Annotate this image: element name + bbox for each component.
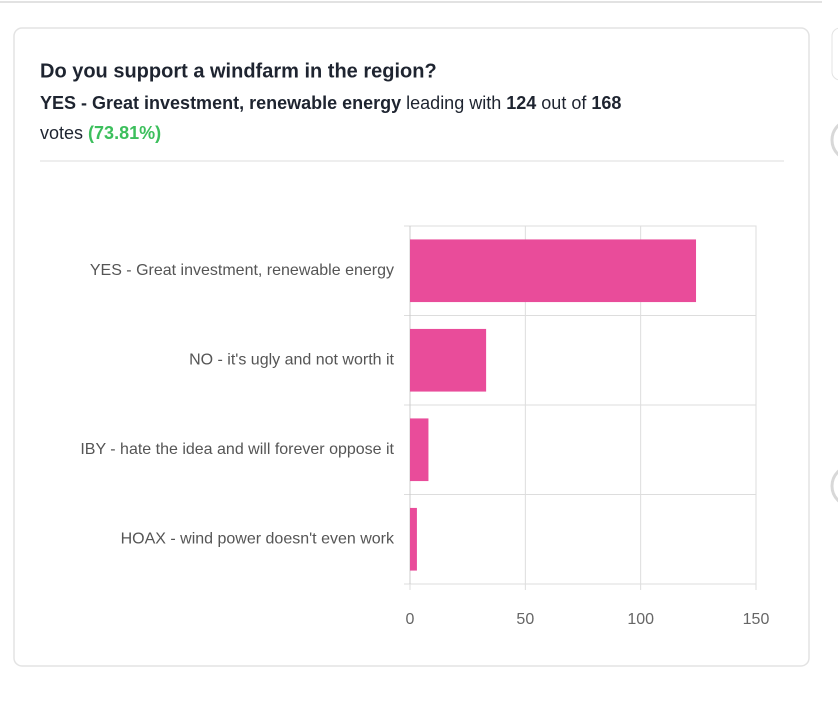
y-tick-label: HOAX - wind power doesn't even work [121,530,395,547]
poll-summary: YES - Great investment, renewable energy… [40,93,621,113]
y-tick-label: YES - Great investment, renewable energy [90,262,394,279]
side-card [831,27,838,81]
x-tick-label: 50 [516,611,534,628]
summary-text: votes [40,123,83,143]
leader-name: YES - Great investment, renewable energy [40,93,401,113]
bar [410,507,417,571]
side-avatar [830,123,838,157]
poll-question: Do you support a windfarm in the region? [40,60,437,82]
bar [410,239,697,303]
total-votes: 168 [591,93,621,113]
bar [410,418,429,482]
x-tick-label: 150 [743,611,770,628]
poll-summary: votes (73.81%) [40,123,161,143]
summary-text: leading with [406,93,501,113]
y-tick-label: IBY - hate the idea and will forever opp… [80,441,394,458]
summary-text: out of [541,93,587,113]
leader-percent: (73.81%) [88,123,161,143]
y-tick-label: NO - it's ugly and not worth it [189,351,394,368]
x-tick-label: 100 [627,611,654,628]
bar [410,328,487,392]
chart: 0 50 100 150 YES - Great investment, renewab… [80,225,770,628]
side-avatar [830,469,838,503]
leader-votes: 124 [506,93,536,113]
x-tick-label: 0 [406,611,415,628]
